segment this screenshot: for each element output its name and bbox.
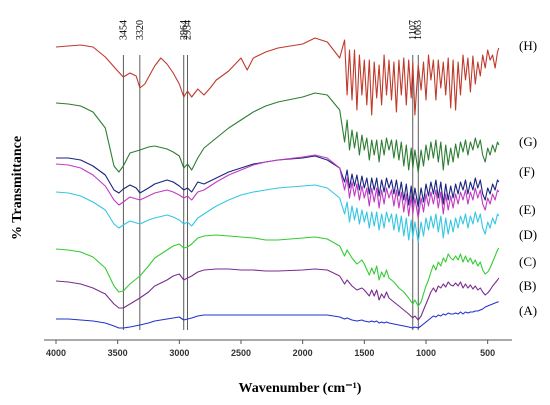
series-lines xyxy=(55,37,500,329)
x-tick-label: 1500 xyxy=(354,348,374,358)
legend-label-a: (A) xyxy=(519,303,537,318)
x-tick-label: 3000 xyxy=(169,348,189,358)
x-tick-label: 1000 xyxy=(416,348,436,358)
legend: (H) (G) (F) (E) (D) (C) (B) (A) xyxy=(519,38,537,318)
legend-label-b: (B) xyxy=(519,278,536,293)
legend-label-e: (E) xyxy=(519,202,536,217)
x-tick-label: 2000 xyxy=(293,348,313,358)
series-line-f xyxy=(56,155,500,208)
peak-label-3454: 3454 xyxy=(118,20,129,40)
series-line-d xyxy=(55,184,500,243)
x-tick-label: 4000 xyxy=(46,348,66,358)
series-line-a xyxy=(56,301,499,329)
peak-label-3320: 3320 xyxy=(135,20,146,40)
y-axis-title: % Transmittance xyxy=(10,136,25,240)
peak-label-2964: 2964 xyxy=(179,20,190,40)
peak-label-1107: 1107 xyxy=(408,20,419,40)
series-line-g xyxy=(55,92,500,173)
x-tick-label: 3500 xyxy=(108,348,128,358)
legend-label-h: (H) xyxy=(519,38,537,53)
series-line-b xyxy=(55,268,500,321)
series-line-e xyxy=(55,154,500,219)
legend-label-f: (F) xyxy=(519,164,535,179)
x-tick-label: 500 xyxy=(480,348,495,358)
x-axis-title: Wavenumber (cm⁻¹) xyxy=(239,381,362,396)
x-axis: 4000 3500 3000 2500 2000 1500 1000 500 xyxy=(44,339,512,358)
legend-label-g: (G) xyxy=(519,134,537,149)
x-tick-label: 2500 xyxy=(231,348,251,358)
peak-label-2934: 2934 xyxy=(182,20,193,40)
series-line-h xyxy=(55,37,500,116)
legend-label-d: (D) xyxy=(519,227,537,242)
legend-label-c: (C) xyxy=(519,254,536,269)
peak-label-1063: 1063 xyxy=(413,20,424,40)
series-line-c xyxy=(55,234,500,307)
